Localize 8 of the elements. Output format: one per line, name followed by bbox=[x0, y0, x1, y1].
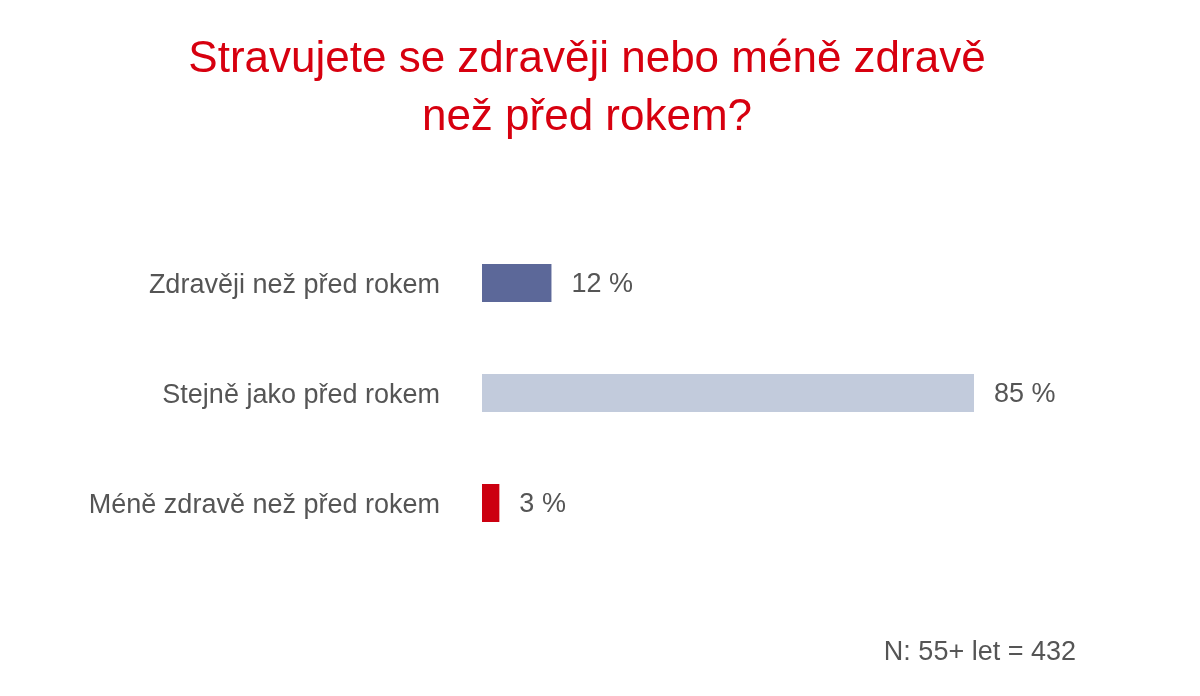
data-label: 85 % bbox=[994, 378, 1056, 408]
text: N: 55+ let = 432 bbox=[883, 636, 1076, 667]
data-label: 12 % bbox=[571, 268, 634, 298]
chart-title: Stravujete se zdravěji nebo méně zdravě než před rokem? bbox=[187, 31, 987, 141]
y-tick-label: Zdravěji než před rokem bbox=[148, 268, 440, 299]
y-tick-label: Stejně jako před rokem bbox=[162, 378, 440, 409]
y-tick-label: Méně zdravě než před rokem bbox=[88, 488, 440, 519]
data-label: 3 % bbox=[519, 488, 566, 518]
